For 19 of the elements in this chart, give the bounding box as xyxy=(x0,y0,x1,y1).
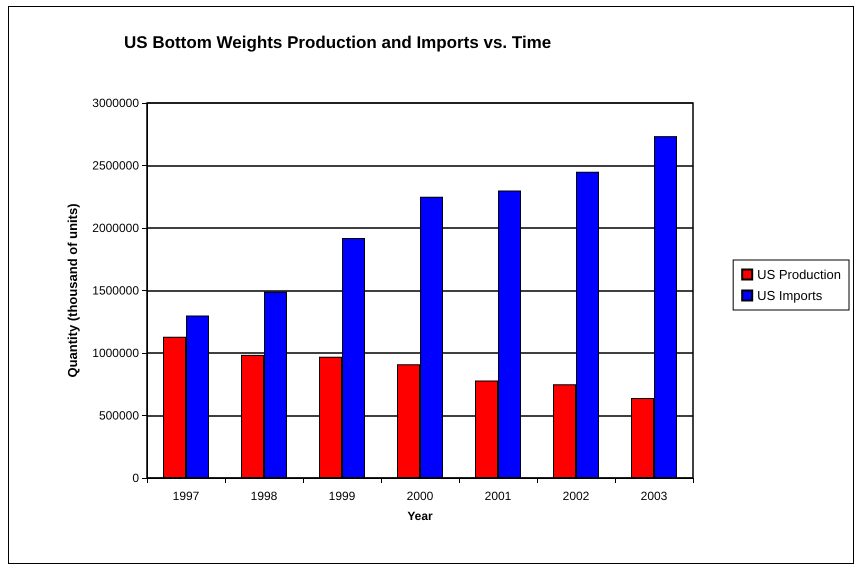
x-tick-label: 2002 xyxy=(562,489,590,503)
x-tick-label: 2000 xyxy=(406,489,434,503)
chart-title: US Bottom Weights Production and Imports vs. Time xyxy=(124,33,552,52)
y-axis-title: Quantity (thousand of units) xyxy=(65,203,80,378)
x-tick-label: 2001 xyxy=(484,489,512,503)
x-tick-label: 1998 xyxy=(250,489,278,503)
y-tick-label: 2500000 xyxy=(92,158,140,172)
y-tick-label: 0 xyxy=(132,471,140,485)
y-tick-label: 3000000 xyxy=(92,96,140,110)
y-tick-label: 1500000 xyxy=(92,284,140,298)
x-tick-label: 1999 xyxy=(328,489,356,503)
legend-label: US Imports xyxy=(757,288,823,303)
x-tick-label: 2003 xyxy=(640,489,668,503)
legend-label: US Production xyxy=(757,267,842,282)
y-tick-label: 1000000 xyxy=(92,346,140,360)
x-tick-label: 1997 xyxy=(172,489,200,503)
y-tick-label: 2000000 xyxy=(92,221,140,235)
x-axis-title: Year xyxy=(407,509,434,523)
y-tick-label: 500000 xyxy=(98,408,140,422)
